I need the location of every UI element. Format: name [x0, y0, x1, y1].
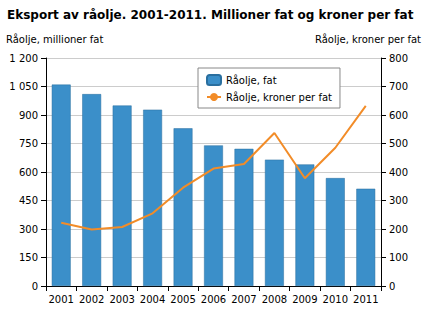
- svg-text:750: 750: [19, 138, 38, 149]
- svg-text:300: 300: [389, 195, 408, 206]
- svg-text:2006: 2006: [201, 294, 226, 305]
- svg-text:2008: 2008: [262, 294, 287, 305]
- svg-text:1 200: 1 200: [9, 53, 38, 64]
- svg-text:0: 0: [32, 281, 38, 292]
- svg-text:600: 600: [19, 167, 38, 178]
- svg-text:200: 200: [389, 224, 408, 235]
- svg-text:2003: 2003: [109, 294, 134, 305]
- svg-text:Råolje, millioner fat: Råolje, millioner fat: [6, 33, 103, 45]
- svg-text:700: 700: [389, 81, 408, 92]
- svg-text:Råolje, kroner per fat: Råolje, kroner per fat: [226, 91, 332, 103]
- svg-text:1 050: 1 050: [9, 81, 38, 92]
- svg-text:800: 800: [389, 53, 408, 64]
- svg-text:400: 400: [389, 167, 408, 178]
- svg-text:500: 500: [389, 138, 408, 149]
- svg-text:150: 150: [19, 252, 38, 263]
- svg-text:2005: 2005: [170, 294, 195, 305]
- svg-text:2004: 2004: [140, 294, 165, 305]
- svg-text:Råolje, fat: Råolje, fat: [226, 74, 277, 86]
- svg-text:Råolje, kroner per fat: Råolje, kroner per fat: [315, 33, 421, 45]
- svg-text:450: 450: [19, 195, 38, 206]
- svg-text:300: 300: [19, 224, 38, 235]
- svg-text:2009: 2009: [292, 294, 317, 305]
- svg-text:2010: 2010: [323, 294, 348, 305]
- svg-text:2011: 2011: [353, 294, 378, 305]
- svg-text:100: 100: [389, 252, 408, 263]
- svg-text:600: 600: [389, 110, 408, 121]
- svg-text:900: 900: [19, 110, 38, 121]
- svg-text:2007: 2007: [231, 294, 256, 305]
- svg-text:2002: 2002: [79, 294, 104, 305]
- svg-text:Eksport av råolje. 2001-2011.: Eksport av råolje. 2001-2011. Millioner …: [7, 8, 414, 22]
- svg-text:2001: 2001: [49, 294, 74, 305]
- svg-text:0: 0: [389, 281, 395, 292]
